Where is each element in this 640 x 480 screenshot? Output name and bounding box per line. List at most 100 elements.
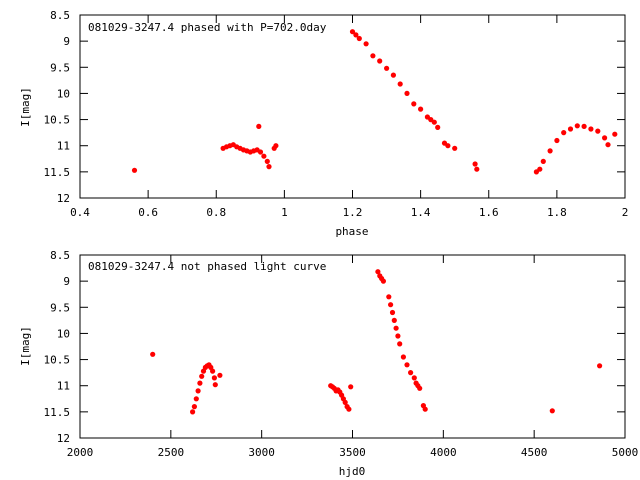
data-point [431, 119, 437, 125]
y-tick-label: 12 [57, 432, 70, 445]
x-tick-label: 1.2 [343, 206, 363, 219]
data-point [191, 404, 197, 410]
phased-light-curve-panel: 8.5 9 9.5 10 10.5 11 11.5 12 0.4 0.6 0.8 1 1.2 1.4 1.… [19, 9, 628, 238]
data-point [435, 124, 441, 130]
data-point [264, 158, 270, 164]
x-axis-label: phase [335, 225, 368, 238]
data-point [567, 126, 574, 132]
chart-title: 081029-3247.4 not phased light curve [88, 260, 326, 273]
x-axis-label: hjd0 [339, 465, 366, 478]
data-point [386, 294, 392, 300]
data-point [388, 302, 394, 308]
data-point [397, 341, 403, 347]
y-tick-label: 9 [63, 275, 70, 288]
data-point [597, 363, 603, 369]
data-point [257, 149, 264, 155]
data-point [404, 90, 410, 96]
data-point [256, 123, 262, 129]
data-point [588, 126, 594, 132]
x-tick-label: 3000 [248, 446, 275, 459]
data-point [581, 123, 587, 129]
x-tick-label: 3500 [339, 446, 366, 459]
data-point [348, 384, 354, 390]
data-point [375, 269, 381, 275]
data-point [574, 123, 580, 129]
data-point [397, 81, 403, 87]
data-points [150, 269, 603, 415]
y-tick-label: 9 [63, 35, 70, 48]
data-point [411, 375, 417, 381]
y-tick-label: 9.5 [50, 61, 70, 74]
y-tick-label: 10.5 [44, 354, 71, 367]
data-point [342, 399, 348, 405]
data-point [363, 41, 369, 47]
data-point [211, 375, 217, 381]
data-point [422, 406, 428, 412]
data-point [193, 396, 199, 402]
x-tick-label: 4000 [430, 446, 457, 459]
x-tick-label: 1.8 [547, 206, 567, 219]
x-tick-label: 4500 [521, 446, 548, 459]
data-point [612, 131, 618, 137]
data-point [540, 158, 546, 164]
data-point [549, 408, 555, 414]
y-tick-label: 8.5 [50, 249, 70, 262]
plot-frame [79, 14, 626, 199]
data-points [131, 29, 618, 175]
y-axis-label: I[mag] [19, 326, 32, 366]
data-point [197, 380, 203, 386]
x-tick-label: 5000 [612, 446, 639, 459]
y-axis-label: I[mag] [19, 87, 32, 127]
data-point [411, 101, 417, 107]
data-point [217, 372, 223, 378]
x-axis: 2000 2500 3000 3500 4000 4500 5000 [67, 255, 639, 459]
data-point [131, 167, 138, 173]
data-point [561, 130, 567, 136]
data-point [212, 382, 218, 388]
data-point [190, 409, 196, 415]
data-point [472, 161, 478, 167]
data-point [547, 148, 553, 154]
y-tick-label: 10 [57, 327, 70, 340]
y-tick-label: 12 [57, 192, 70, 205]
data-point [150, 351, 156, 357]
y-tick-label: 9.5 [50, 301, 70, 314]
x-tick-label: 2000 [67, 446, 94, 459]
x-tick-label: 0.8 [206, 206, 226, 219]
data-point [395, 333, 401, 339]
data-point [356, 35, 362, 42]
data-point [417, 385, 423, 391]
data-point [210, 368, 216, 374]
data-point [370, 53, 376, 59]
data-point [390, 72, 396, 78]
data-point [380, 278, 386, 284]
data-point [474, 166, 480, 172]
data-point [199, 373, 205, 379]
x-tick-label: 2 [622, 206, 629, 219]
y-tick-label: 10.5 [44, 114, 71, 127]
x-tick-label: 1 [281, 206, 288, 219]
data-point [346, 406, 352, 412]
data-point [537, 166, 543, 172]
data-point [554, 137, 560, 144]
data-point [595, 128, 601, 134]
unphased-light-curve-panel: 8.5 9 9.5 10 10.5 11 11.5 12 2000 2500 3000 3500 40… [19, 249, 638, 478]
data-point [445, 143, 451, 149]
data-point [400, 354, 406, 360]
data-point [349, 29, 356, 35]
data-point [418, 106, 424, 112]
data-point [195, 388, 201, 394]
data-point [452, 145, 458, 151]
x-axis: 0.4 0.6 0.8 1 1.2 1.4 1.6 1.8 2 [70, 15, 628, 219]
y-tick-label: 11.5 [44, 166, 71, 179]
y-tick-label: 11 [57, 380, 70, 393]
data-point [404, 362, 410, 368]
data-point [384, 65, 390, 71]
x-tick-label: 2500 [158, 446, 185, 459]
data-point [353, 32, 359, 38]
data-point [408, 370, 414, 376]
data-point [377, 58, 383, 64]
data-point [605, 142, 611, 148]
y-axis: 8.5 9 9.5 10 10.5 11 11.5 12 [44, 9, 625, 205]
